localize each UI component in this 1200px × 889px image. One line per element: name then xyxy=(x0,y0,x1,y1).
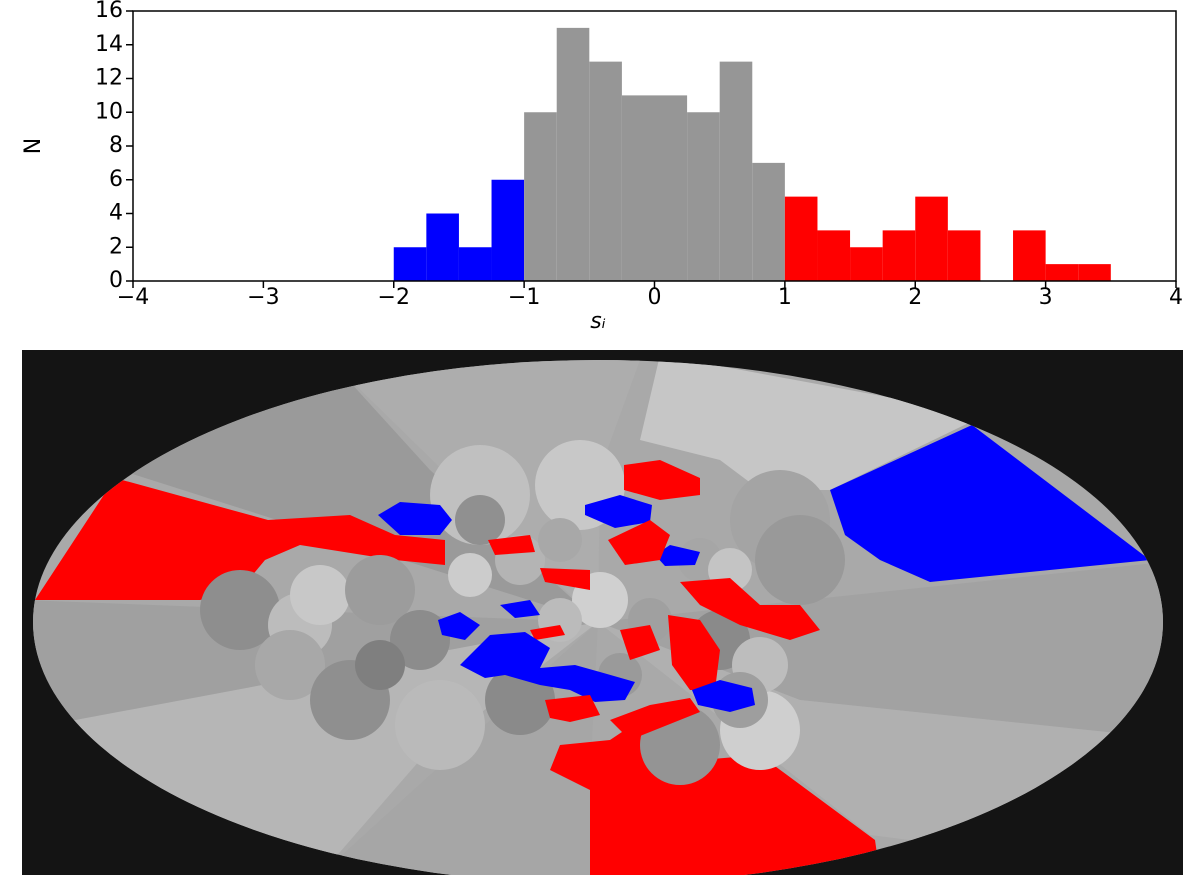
histogram-bar xyxy=(947,230,981,281)
histogram-bar xyxy=(850,247,883,281)
x-tick-label: −3 xyxy=(247,285,279,310)
histogram-bar xyxy=(1013,230,1046,281)
histogram-bar xyxy=(915,196,948,281)
histogram-bar xyxy=(393,247,427,281)
x-tick-label: 1 xyxy=(778,285,792,310)
y-axis-label: N xyxy=(21,138,46,154)
y-tick-label: 12 xyxy=(95,66,123,91)
y-tick-label: 10 xyxy=(95,99,123,124)
voronoi-map xyxy=(22,350,1183,875)
histogram-bar xyxy=(882,230,916,281)
histogram-bar xyxy=(1045,264,1079,281)
histogram-bar xyxy=(556,27,590,281)
histogram-bar xyxy=(621,95,655,281)
histogram-bar xyxy=(491,179,525,281)
y-tick-label: 16 xyxy=(95,0,123,23)
x-tick-label: −2 xyxy=(378,285,410,310)
histogram-bar xyxy=(1078,264,1111,281)
y-tick-label: 14 xyxy=(95,32,123,57)
histogram-bar xyxy=(654,95,688,281)
histogram-bar xyxy=(524,112,557,281)
x-tick-label: 4 xyxy=(1169,285,1183,310)
map-disk xyxy=(33,360,1163,875)
histogram-bar xyxy=(817,230,851,281)
x-tick-label: −4 xyxy=(117,285,149,310)
histogram-bar xyxy=(752,162,785,281)
y-tick-label: 4 xyxy=(109,201,123,226)
histogram-bar xyxy=(719,61,753,281)
histogram-bar xyxy=(589,61,622,281)
y-tick-label: 6 xyxy=(109,167,123,192)
histogram-bar xyxy=(426,213,459,281)
histogram-bar xyxy=(784,196,818,281)
y-tick-label: 8 xyxy=(109,133,123,158)
y-tick-label: 2 xyxy=(109,234,123,259)
y-tick-label: 0 xyxy=(109,268,123,293)
histogram-bar xyxy=(458,247,492,281)
x-tick-label: 3 xyxy=(1039,285,1053,310)
histogram-bar xyxy=(687,112,720,281)
x-tick-label: 0 xyxy=(648,285,662,310)
x-axis-label: sᵢ xyxy=(590,309,605,334)
x-tick-label: −1 xyxy=(508,285,540,310)
x-tick-label: 2 xyxy=(908,285,922,310)
